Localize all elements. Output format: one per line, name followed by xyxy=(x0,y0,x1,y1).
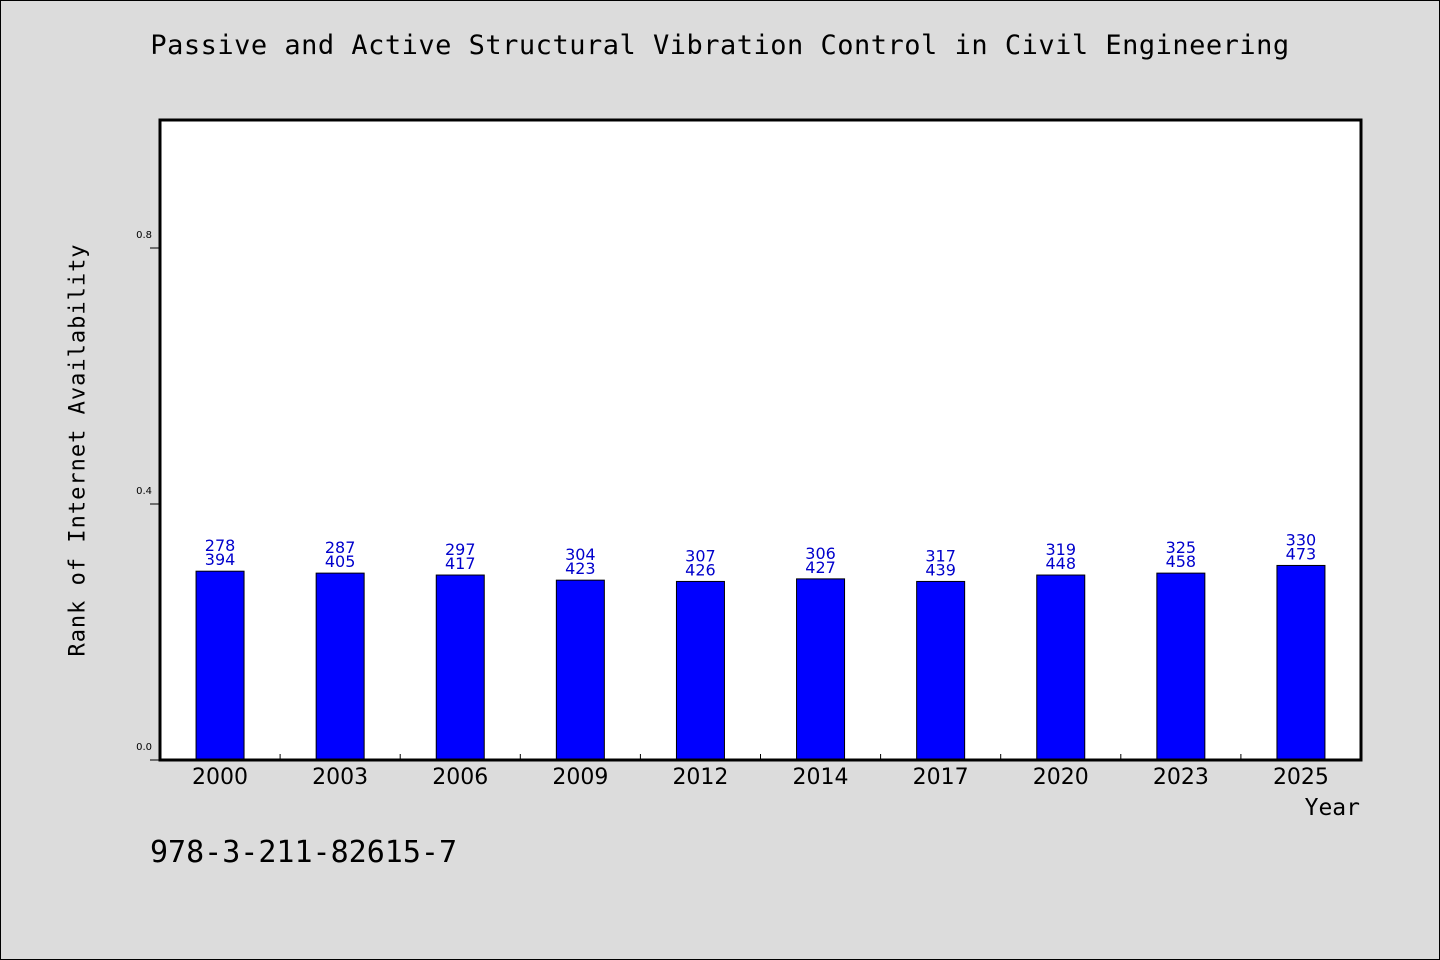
bar xyxy=(1036,574,1086,761)
bar xyxy=(315,572,365,761)
x-tick-label: 2014 xyxy=(793,765,849,790)
bar-label-top: 287 xyxy=(325,538,356,557)
bar-label-bottom: 417 xyxy=(445,554,476,573)
bar xyxy=(916,580,966,761)
x-tick-label: 2023 xyxy=(1153,765,1209,790)
x-tick-label: 2006 xyxy=(432,765,488,790)
bar xyxy=(1276,564,1326,761)
bar-label-bottom: 439 xyxy=(925,560,956,579)
x-axis-label: Year xyxy=(1304,795,1360,821)
bar-label-top: 319 xyxy=(1045,540,1076,559)
bar xyxy=(195,570,245,761)
bar-label-bottom: 394 xyxy=(205,550,236,569)
y-tick-label: 0.8 xyxy=(136,230,152,241)
bar-label-top: 304 xyxy=(565,545,596,564)
x-tick-label: 2020 xyxy=(1033,765,1089,790)
bar xyxy=(675,580,725,761)
bar xyxy=(435,574,485,761)
bar-label-top: 325 xyxy=(1166,538,1197,557)
x-tick-label: 2000 xyxy=(192,765,248,790)
bar-label-bottom: 473 xyxy=(1286,544,1317,563)
bar-label-bottom: 458 xyxy=(1166,552,1197,571)
bar-label-top: 330 xyxy=(1286,530,1317,549)
bar-label-bottom: 405 xyxy=(325,552,356,571)
bar xyxy=(555,579,605,761)
bar-label-bottom: 448 xyxy=(1045,554,1076,573)
x-tick-label: 2003 xyxy=(312,765,368,790)
bar-label-top: 306 xyxy=(805,544,836,563)
bar-label-top: 317 xyxy=(925,546,956,565)
y-tick-label: 0.0 xyxy=(136,742,152,753)
bar xyxy=(796,578,846,761)
bar-label-bottom: 426 xyxy=(685,560,716,579)
bar-label-bottom: 427 xyxy=(805,558,836,577)
bar-label-top: 297 xyxy=(445,540,476,559)
bar-label-bottom: 423 xyxy=(565,559,596,578)
x-tick-label: 2009 xyxy=(552,765,608,790)
chart-title: Passive and Active Structural Vibration … xyxy=(150,30,1290,61)
x-tick-label: 2012 xyxy=(672,765,728,790)
bar xyxy=(1156,572,1206,761)
y-tick-label: 0.4 xyxy=(136,486,152,497)
x-tick-label: 2025 xyxy=(1273,765,1329,790)
plot-border xyxy=(158,118,1363,762)
bar-label-top: 278 xyxy=(205,536,236,555)
x-tick-label: 2017 xyxy=(913,765,969,790)
bar-label-top: 307 xyxy=(685,546,716,565)
isbn-label: 978-3-211-82615-7 xyxy=(150,835,458,870)
